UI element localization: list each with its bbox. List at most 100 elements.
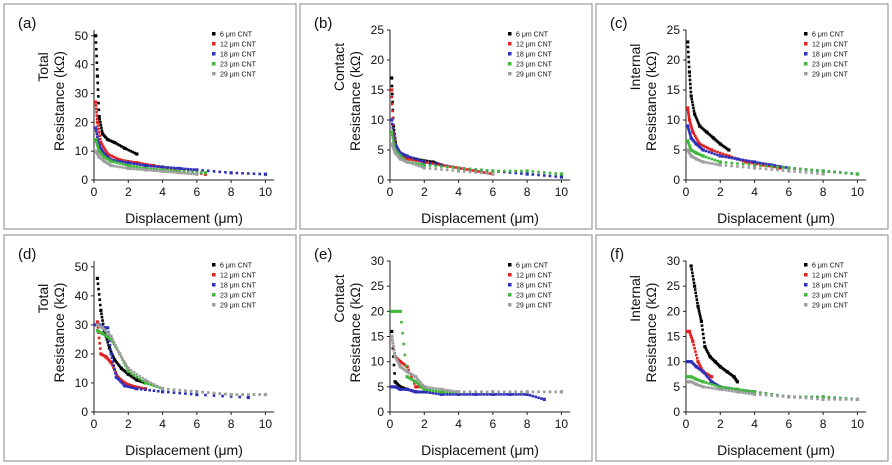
data-point <box>798 167 802 171</box>
data-point <box>152 167 156 171</box>
data-point <box>114 142 118 145</box>
legend-marker <box>804 303 808 307</box>
data-point <box>727 386 731 390</box>
data-point <box>434 167 438 171</box>
data-point <box>548 174 552 178</box>
data-point <box>687 114 691 118</box>
data-point <box>392 363 396 367</box>
data-point <box>697 362 701 365</box>
data-point <box>707 161 711 165</box>
data-point <box>700 160 704 163</box>
data-point <box>125 385 129 388</box>
data-point <box>143 168 148 172</box>
data-point <box>773 164 776 167</box>
data-point <box>456 390 461 394</box>
data-point <box>407 368 410 372</box>
data-point <box>735 387 740 391</box>
data-point <box>391 116 395 120</box>
panel-label: (d) <box>18 246 36 263</box>
data-point <box>115 361 119 364</box>
data-point <box>186 172 190 175</box>
data-point <box>156 389 160 393</box>
data-point <box>689 360 692 363</box>
data-point <box>98 134 102 138</box>
y-tick-label: 20 <box>667 304 681 318</box>
data-point <box>491 390 495 394</box>
data-point <box>263 392 268 397</box>
data-point <box>686 106 690 110</box>
data-point <box>96 146 100 149</box>
data-point <box>699 319 704 323</box>
legend-marker <box>508 283 512 287</box>
data-point <box>146 168 150 172</box>
data-point <box>160 387 165 391</box>
data-point <box>106 332 110 335</box>
data-point <box>721 152 725 156</box>
data-point <box>96 81 100 85</box>
data-point <box>434 164 438 168</box>
y-axis-label: Resistance (kΩ) <box>347 51 363 151</box>
legend-marker <box>212 52 216 56</box>
data-point <box>700 385 704 388</box>
x-tick-label: 8 <box>820 185 827 199</box>
data-point <box>689 335 693 338</box>
data-point <box>175 166 179 170</box>
data-point <box>111 354 115 358</box>
data-point <box>784 166 788 169</box>
data-point <box>428 386 432 389</box>
data-point <box>727 148 731 152</box>
data-point <box>690 268 694 271</box>
data-point <box>697 307 700 311</box>
data-point <box>686 40 690 44</box>
data-point <box>106 152 110 156</box>
data-point <box>414 390 418 394</box>
data-point <box>141 386 145 390</box>
data-point <box>724 153 728 157</box>
data-point <box>114 343 117 347</box>
data-point <box>114 371 117 375</box>
data-point <box>109 352 113 356</box>
data-point <box>415 381 419 385</box>
y-tick-label: 10 <box>667 113 681 127</box>
y-tick-label: 20 <box>75 347 89 361</box>
data-point <box>135 167 139 171</box>
data-point <box>102 159 105 162</box>
data-point <box>411 156 415 160</box>
data-point <box>439 387 444 391</box>
data-point <box>701 328 704 332</box>
y-tick-label: 5 <box>673 380 680 394</box>
data-point <box>139 380 143 383</box>
data-point <box>488 172 492 175</box>
data-point <box>172 166 176 170</box>
data-point <box>411 158 415 162</box>
data-point <box>136 379 140 382</box>
legend-entry: 29 μm CNT <box>516 303 553 310</box>
data-point <box>141 379 144 383</box>
data-point <box>692 112 697 116</box>
x-axis-label: Displacement (μm) <box>125 210 243 226</box>
data-point <box>138 161 142 165</box>
data-point <box>508 171 512 174</box>
data-point <box>218 392 222 395</box>
data-point <box>394 144 398 147</box>
data-point <box>425 159 429 163</box>
legend-entry: 6 μm CNT <box>220 32 253 39</box>
data-point <box>692 284 697 288</box>
legend-marker <box>508 293 512 297</box>
data-point <box>118 352 122 356</box>
data-point <box>148 388 152 392</box>
data-point <box>718 163 722 167</box>
data-point <box>733 390 736 393</box>
legend-marker <box>508 72 512 76</box>
data-point <box>694 116 698 120</box>
data-point <box>105 338 109 341</box>
data-point <box>758 164 762 167</box>
y-tick-label: 25 <box>667 279 681 293</box>
y-tick-label: 10 <box>371 355 385 369</box>
data-point <box>95 120 100 124</box>
data-point <box>418 380 422 384</box>
data-point <box>694 364 697 368</box>
data-point <box>810 395 814 399</box>
data-point <box>531 170 535 173</box>
data-point <box>152 384 156 388</box>
